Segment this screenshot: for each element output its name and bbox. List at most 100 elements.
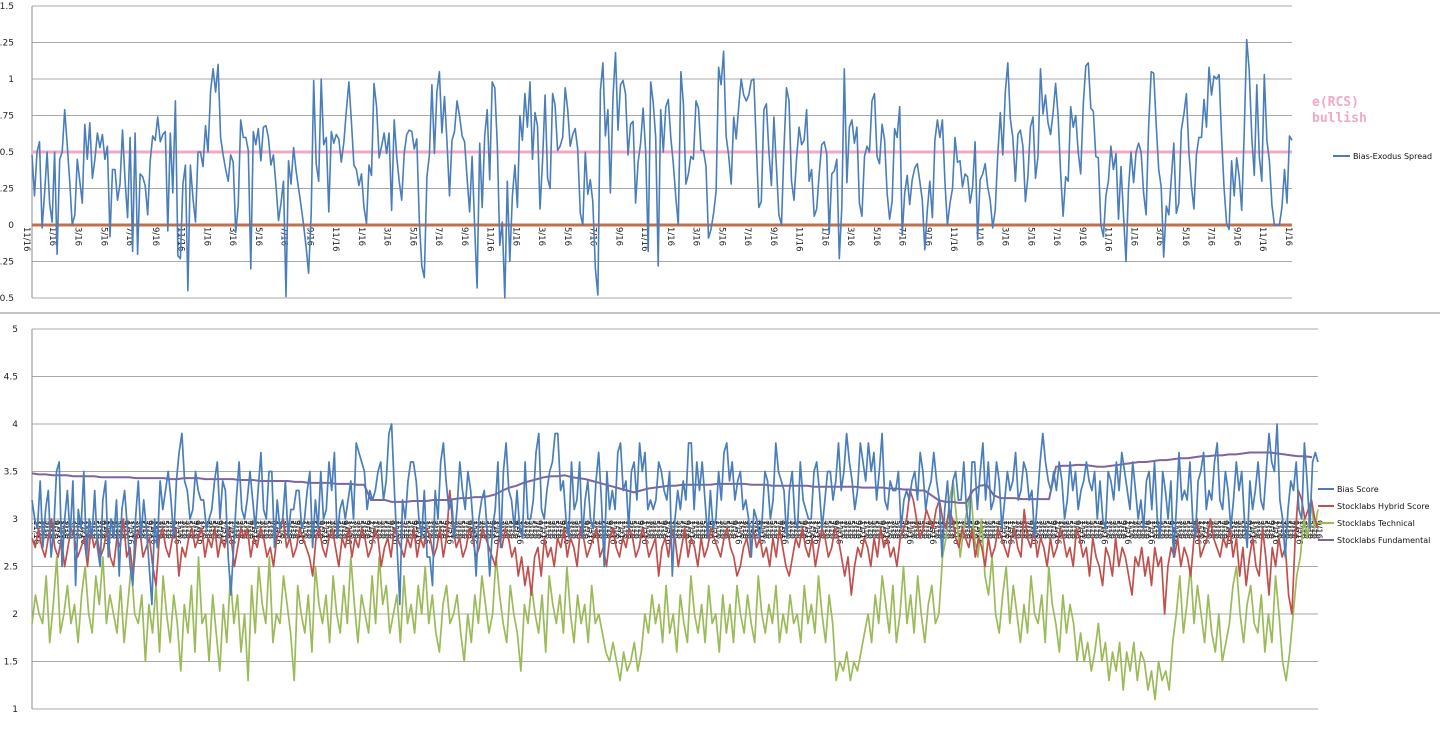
bottom-x-tick-label: 11/16 (444, 520, 454, 545)
bottom-x-tick-label: 9/16 (580, 520, 590, 539)
bottom-x-tick-label: 11/16 (951, 520, 961, 545)
bottom-x-tick-label: 11/16 (1200, 520, 1210, 545)
bottom-x-tick-label: 9/16 (74, 520, 84, 539)
top-y-tick-label: -0.5 (0, 294, 14, 304)
top-x-tick-label: 9/16 (1231, 227, 1241, 246)
bottom-x-tick-label: 7/16 (1044, 520, 1054, 539)
top-x-tick-label: 9/16 (922, 227, 932, 246)
bottom-x-tick-label: 11/16 (1099, 520, 1109, 545)
bottom-x-tick-label: 1/16 (175, 520, 185, 539)
top-x-tick-label: 7/16 (588, 227, 598, 246)
bottom-x-tick-label: 7/16 (1286, 520, 1296, 539)
bottom-x-tick-label: 5/16 (354, 520, 364, 539)
bottom-x-tick-label: 11/16 (273, 520, 283, 545)
bottom-x-tick-label: 1/16 (1196, 520, 1206, 539)
bottom-x-tick-label: 5/16 (1040, 520, 1050, 539)
bottom-x-tick-label: 3/16 (693, 520, 703, 539)
bottom-x-tick-label: 9/16 (339, 520, 349, 539)
bottom-x-tick-label: 11/16 (686, 520, 696, 545)
bottom-x-tick-label: 7/16 (849, 520, 859, 539)
bottom-x-tick-label: 5/16 (822, 520, 832, 539)
bottom-x-tick-label: 5/16 (721, 520, 731, 539)
top-x-tick-label: 11/16 (794, 227, 804, 252)
bottom-x-tick-label: 7/16 (678, 520, 688, 539)
bottom-x-tick-label: 5/16 (1235, 520, 1245, 539)
top-x-tick-label: 7/16 (742, 227, 752, 246)
bottom-x-tick-label: 9/16 (1220, 520, 1230, 539)
bottom-x-tick-label: 1/16 (1173, 520, 1183, 539)
bottom-x-tick-label: 5/16 (238, 520, 248, 539)
bottom-x-tick-label: 9/16 (386, 520, 396, 539)
bottom-x-tick-label: 5/16 (962, 520, 972, 539)
bottom-x-tick-label: 7/16 (47, 520, 57, 539)
bottom-x-tick-label: 9/16 (658, 520, 668, 539)
bottom-x-tick-label: 9/16 (1048, 520, 1058, 539)
top-x-tick-label: 11/16 (639, 227, 649, 252)
top-x-tick-label: 5/16 (98, 227, 108, 246)
bottom-x-tick-label: 9/16 (752, 520, 762, 539)
top-y-tick-label: 1.5 (0, 2, 14, 12)
bottom-x-tick-label: 9/16 (1118, 520, 1128, 539)
bottom-x-tick-label: 1/16 (908, 520, 918, 539)
top-x-tick-label: 3/16 (1000, 227, 1010, 246)
bottom-x-tick-label: 3/16 (1036, 520, 1046, 539)
bottom-x-tick-label: 11/16 (467, 520, 477, 545)
bottom-x-tick-label: 9/16 (1290, 520, 1300, 539)
bottom-x-tick-label: 3/16 (280, 520, 290, 539)
top-x-tick-label: 1/16 (819, 227, 829, 246)
bottom-x-tick-label: 11/16 (927, 520, 937, 545)
top-x-tick-label: 9/16 (1077, 227, 1087, 246)
bottom-x-tick-label: 1/16 (643, 520, 653, 539)
top-x-tick-label: 5/16 (562, 227, 572, 246)
top-y-tick-label: -0.25 (0, 258, 14, 268)
bottom-x-tick-label: 5/16 (627, 520, 637, 539)
bottom-series-line-stocklabs-fundamental (31, 451, 1313, 504)
bottom-x-tick-label: 3/16 (1060, 520, 1070, 539)
bottom-x-tick-label: 5/16 (697, 520, 707, 539)
top-y-tick-label: 0.5 (0, 148, 14, 158)
bottom-x-tick-label: 7/16 (1114, 520, 1124, 539)
bottom-x-tick-label: 9/16 (900, 520, 910, 539)
bottom-x-tick-label: 11/16 (810, 520, 820, 545)
top-x-tick-label: 9/16 (768, 227, 778, 246)
bottom-x-tick-label: 7/16 (312, 520, 322, 539)
bottom-legend-label-stocklabs-fundamental: Stocklabs Fundamental (1337, 536, 1430, 545)
bottom-x-tick-label: 11/16 (1294, 520, 1304, 545)
top-y-tick-label: 0.75 (0, 112, 14, 122)
bottom-x-tick-label: 9/16 (440, 520, 450, 539)
bottom-x-tick-label: 11/16 (125, 520, 135, 545)
top-y-tick-label: 1.25 (0, 39, 14, 49)
bottom-x-tick-label: 3/16 (1177, 520, 1187, 539)
bottom-x-tick-label: 7/16 (896, 520, 906, 539)
bottom-x-tick-label: 5/16 (1087, 520, 1097, 539)
bottom-x-tick-label: 5/16 (892, 520, 902, 539)
bottom-y-tick-label: 4 (12, 420, 18, 430)
bottom-y-tick-label: 1.5 (4, 658, 18, 668)
bottom-y-tick-label: 2.5 (4, 563, 18, 573)
bottom-x-tick-label: 7/16 (873, 520, 883, 539)
top-x-tick-label: 3/16 (845, 227, 855, 246)
top-x-tick-label: 7/16 (124, 227, 134, 246)
top-annotation-text: bullish (1312, 111, 1367, 126)
bottom-x-tick-label: 9/16 (1188, 520, 1198, 539)
bottom-x-tick-label: 1/16 (323, 520, 333, 539)
top-x-tick-label: 1/16 (1283, 227, 1293, 246)
bottom-x-tick-label: 3/16 (717, 520, 727, 539)
bottom-x-tick-label: 3/16 (912, 520, 922, 539)
top-x-tick-label: 3/16 (227, 227, 237, 246)
bottom-x-tick-label: 1/16 (82, 520, 92, 539)
bottom-x-tick-label: 5/16 (1181, 520, 1191, 539)
bottom-x-tick-label: 7/16 (335, 520, 345, 539)
top-x-tick-label: 5/16 (716, 227, 726, 246)
bottom-x-tick-label: 1/16 (713, 520, 723, 539)
bottom-x-tick-label: 9/16 (144, 520, 154, 539)
top-x-tick-label: 5/16 (253, 227, 263, 246)
top-chart-plot-area (31, 38, 1293, 299)
bottom-x-tick-label: 9/16 (557, 520, 567, 539)
bottom-chart-gridlines (31, 328, 1318, 710)
top-x-tick-label: 3/16 (1154, 227, 1164, 246)
bottom-x-tick-label: 11/16 (662, 520, 672, 545)
bottom-x-tick-label: 1/16 (760, 520, 770, 539)
bottom-x-tick-label: 1/16 (471, 520, 481, 539)
bottom-x-tick-label: 11/16 (1145, 520, 1155, 545)
